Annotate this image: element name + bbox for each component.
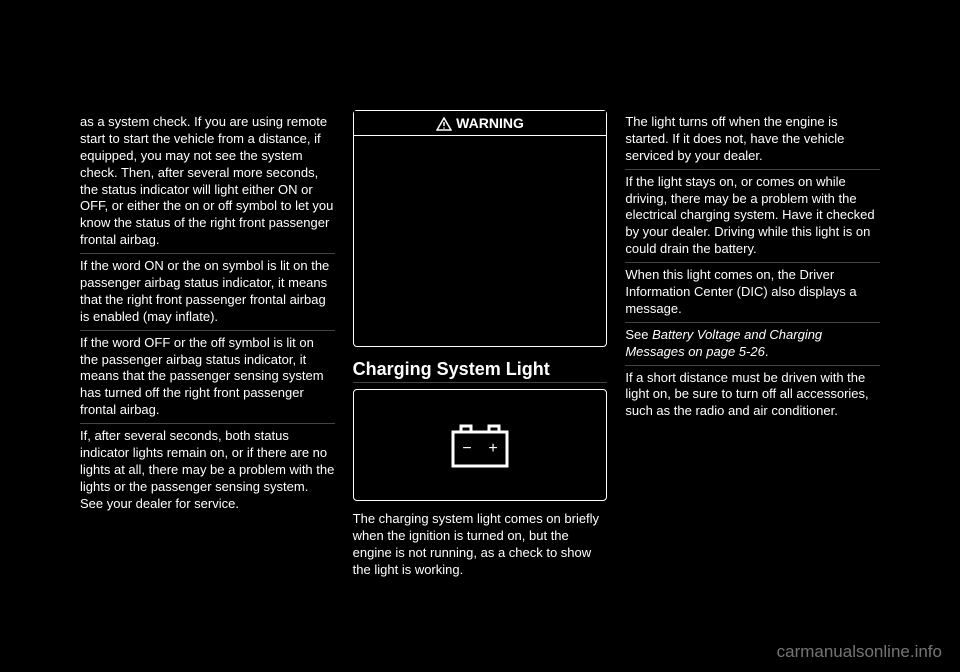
warning-triangle-icon [436,117,452,131]
manual-page: as a system check. If you are using remo… [80,110,880,583]
paragraph: See Battery Voltage and Charging Message… [625,323,880,366]
battery-icon: − + [445,420,515,470]
paragraph: as a system check. If you are using remo… [80,110,335,254]
column-3: The light turns off when the engine is s… [625,110,880,583]
column-1: as a system check. If you are using remo… [80,110,335,583]
paragraph: If the light stays on, or comes on while… [625,170,880,263]
column-2: WARNING Charging System Light − + The ch… [353,110,608,583]
paragraph: If the word ON or the on symbol is lit o… [80,254,335,331]
svg-text:+: + [488,440,497,457]
battery-light-figure: − + [353,389,608,501]
text: . [765,344,769,359]
warning-header: WARNING [354,111,607,136]
watermark: carmanualsonline.info [777,642,942,662]
reference-link: Battery Voltage and Charging Messages on… [625,327,822,359]
warning-body [354,136,607,346]
paragraph: If the word OFF or the off symbol is lit… [80,331,335,424]
paragraph: The light turns off when the engine is s… [625,110,880,170]
section-heading: Charging System Light [353,353,608,383]
svg-text:−: − [462,440,471,457]
text: See [625,327,652,342]
figure-caption: The charging system light comes on brief… [353,507,608,583]
paragraph: If, after several seconds, both status i… [80,424,335,516]
paragraph: If a short distance must be driven with … [625,366,880,425]
paragraph: When this light comes on, the Driver Inf… [625,263,880,323]
warning-box: WARNING [353,110,608,347]
warning-label: WARNING [456,115,524,131]
